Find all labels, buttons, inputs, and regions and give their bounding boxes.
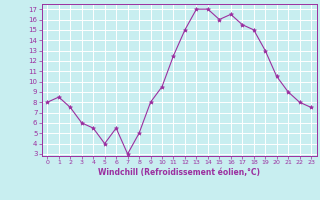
- X-axis label: Windchill (Refroidissement éolien,°C): Windchill (Refroidissement éolien,°C): [98, 168, 260, 177]
